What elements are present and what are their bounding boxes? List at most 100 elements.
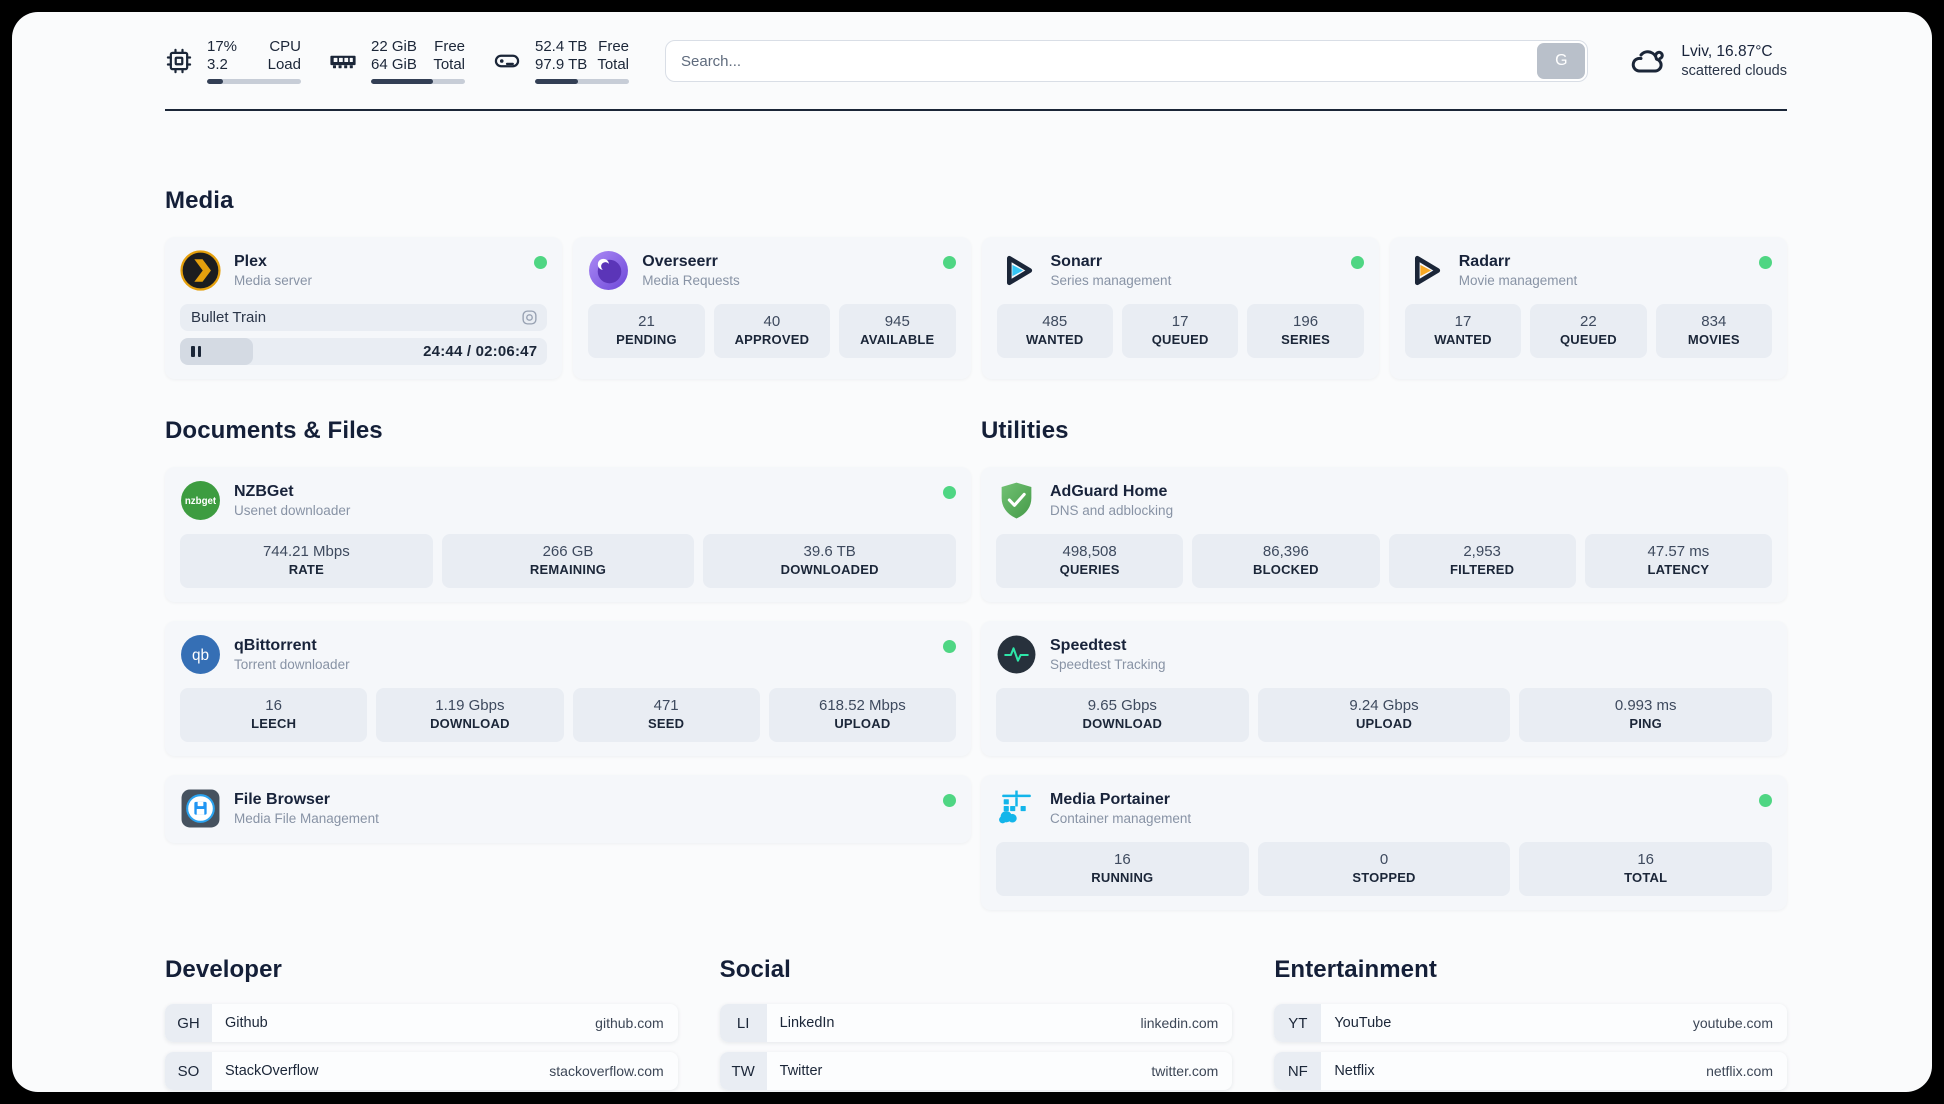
app-desc: Media Requests bbox=[642, 273, 740, 288]
stat-download: 9.65 Gbps DOWNLOAD bbox=[996, 688, 1249, 742]
app-name: Plex bbox=[234, 253, 267, 270]
stat-rate: 744.21 Mbps RATE bbox=[180, 534, 433, 588]
link-name: YouTube bbox=[1334, 1015, 1392, 1031]
app-desc: Torrent downloader bbox=[234, 657, 350, 672]
media-type-icon bbox=[522, 310, 537, 325]
now-playing-row: Bullet Train bbox=[180, 304, 548, 331]
app-desc: Media File Management bbox=[234, 811, 379, 826]
app-name: qBittorrent bbox=[234, 637, 317, 654]
app-name: NZBGet bbox=[234, 483, 294, 500]
disk-total-value: 97.9 TB bbox=[535, 56, 588, 73]
stat-queries: 498,508 QUERIES bbox=[996, 534, 1184, 588]
cloud-icon bbox=[1632, 50, 1665, 73]
status-dot bbox=[1759, 794, 1772, 807]
stat-upload: 9.24 Gbps UPLOAD bbox=[1257, 688, 1511, 742]
app-desc: Container management bbox=[1050, 811, 1192, 826]
status-dot bbox=[534, 256, 548, 269]
cpu-label: CPU bbox=[269, 38, 301, 55]
link-url: twitter.com bbox=[1151, 1063, 1219, 1079]
ram-icon bbox=[330, 55, 356, 69]
section-utilities: Utilities AdGuard Home DNS and adblockin… bbox=[981, 417, 1787, 910]
memory-stat: 22 GiB Free 64 GiB Total bbox=[329, 38, 465, 84]
app-card-adguard[interactable]: AdGuard Home DNS and adblocking 498,508 Q… bbox=[981, 467, 1787, 602]
app-card-sonarr[interactable]: Sonarr Series management 485 WANTED 17 QUE… bbox=[981, 237, 1379, 379]
search-engine-button[interactable]: G bbox=[1537, 43, 1586, 79]
cpu-icon bbox=[166, 48, 192, 74]
link-row-stackoverflow[interactable]: SO StackOverflow stackoverflow.com bbox=[165, 1052, 678, 1090]
disk-free-value: 52.4 TB bbox=[535, 38, 588, 55]
nzbget-icon: nzbget bbox=[181, 481, 220, 520]
memory-free-value: 22 GiB bbox=[371, 38, 417, 55]
svg-text:qb: qb bbox=[192, 647, 209, 664]
app-card-plex[interactable]: Plex Media server Bullet Train bbox=[165, 237, 563, 379]
pause-icon[interactable] bbox=[191, 346, 201, 357]
disk-stat: 52.4 TB Free 97.9 TB Total bbox=[493, 38, 629, 84]
link-badge: SO bbox=[165, 1052, 212, 1090]
top-bar: 17% CPU 3.2 Load 22 GiB Free 64 GiB Total bbox=[165, 12, 1787, 84]
link-badge: GH bbox=[165, 1004, 212, 1042]
app-card-nzbget[interactable]: nzbget NZBGet Usenet downloader 744.21 M… bbox=[165, 467, 971, 602]
weather-location-temp: Lviv, 16.87°C bbox=[1681, 42, 1773, 60]
radarr-icon bbox=[1414, 255, 1440, 286]
playback-time: 24:44 / 02:06:47 bbox=[423, 343, 538, 360]
disk-progress-bar bbox=[535, 79, 629, 84]
stat-stopped: 0 STOPPED bbox=[1257, 842, 1511, 896]
section-social: Social LI LinkedIn linkedin.com TW Twitt… bbox=[719, 956, 1233, 1092]
search-bar: G bbox=[665, 40, 1589, 82]
app-card-qbittorrent[interactable]: qb qBittorrent Torrent downloader 16 LEEC… bbox=[165, 621, 971, 756]
memory-free-label: Free bbox=[434, 38, 465, 55]
section-developer: Developer GH Github github.com SO StackO… bbox=[165, 956, 678, 1092]
link-badge: TW bbox=[719, 1052, 767, 1090]
stat-leech: 16 LEECH bbox=[180, 688, 368, 742]
section-entertainment: Entertainment YT YouTube youtube.com NF … bbox=[1274, 956, 1787, 1092]
cpu-stat: 17% CPU 3.2 Load bbox=[165, 38, 301, 84]
link-badge: NF bbox=[1274, 1052, 1322, 1090]
app-card-filebrowser[interactable]: File Browser Media File Management bbox=[165, 775, 971, 843]
app-card-radarr[interactable]: Radarr Movie management 17 WANTED 22 QUEUE… bbox=[1389, 237, 1787, 379]
link-url: github.com bbox=[595, 1015, 664, 1031]
app-card-speedtest[interactable]: Speedtest Speedtest Tracking 9.65 Gbps DO… bbox=[981, 621, 1787, 756]
cpu-load-value: 3.2 bbox=[207, 56, 228, 73]
memory-total-value: 64 GiB bbox=[371, 56, 417, 73]
header-divider bbox=[165, 109, 1787, 111]
stat-seed: 471 SEED bbox=[572, 688, 760, 742]
now-playing-title: Bullet Train bbox=[191, 309, 267, 326]
dashboard-page: 17% CPU 3.2 Load 22 GiB Free 64 GiB Total bbox=[12, 12, 1932, 1092]
link-name: Netflix bbox=[1334, 1063, 1375, 1079]
stat-queued: 22 QUEUED bbox=[1530, 304, 1647, 358]
search-input[interactable] bbox=[665, 40, 1589, 82]
link-row-twitter[interactable]: TW Twitter twitter.com bbox=[719, 1052, 1233, 1090]
app-name: Speedtest bbox=[1050, 637, 1127, 654]
stat-remaining: 266 GB REMAINING bbox=[441, 534, 695, 588]
section-title-social: Social bbox=[719, 956, 791, 983]
link-row-linkedin[interactable]: LI LinkedIn linkedin.com bbox=[719, 1004, 1233, 1042]
app-card-portainer[interactable]: Media Portainer Container management 16 R… bbox=[981, 775, 1787, 910]
status-dot bbox=[942, 256, 956, 269]
app-desc: Usenet downloader bbox=[234, 503, 351, 518]
stat-wanted: 17 WANTED bbox=[1404, 304, 1522, 358]
stat-pending: 21 PENDING bbox=[588, 304, 705, 358]
link-url: youtube.com bbox=[1692, 1015, 1773, 1031]
link-name: LinkedIn bbox=[779, 1015, 835, 1031]
stat-queued: 17 QUEUED bbox=[1121, 304, 1239, 358]
section-title-entertainment: Entertainment bbox=[1274, 956, 1437, 983]
link-row-youtube[interactable]: YT YouTube youtube.com bbox=[1274, 1004, 1787, 1042]
section-media: Media Plex Media server bbox=[165, 187, 1787, 379]
weather-condition: scattered clouds bbox=[1681, 62, 1787, 79]
stat-ping: 0.993 ms PING bbox=[1519, 688, 1773, 742]
stat-series: 196 SERIES bbox=[1247, 304, 1364, 358]
app-card-overseerr[interactable]: Overseerr Media Requests 21 PENDING 40 APP… bbox=[573, 237, 971, 379]
disk-icon bbox=[494, 54, 520, 68]
portainer-icon bbox=[999, 790, 1031, 824]
plex-icon bbox=[180, 250, 221, 291]
app-name: Media Portainer bbox=[1050, 791, 1171, 808]
stat-upload: 618.52 Mbps UPLOAD bbox=[768, 688, 956, 742]
app-name: Sonarr bbox=[1050, 253, 1103, 270]
link-row-github[interactable]: GH Github github.com bbox=[165, 1004, 678, 1042]
stat-downloaded: 39.6 TB DOWNLOADED bbox=[703, 534, 957, 588]
link-row-netflix[interactable]: NF Netflix netflix.com bbox=[1274, 1052, 1787, 1090]
link-badge: LI bbox=[719, 1004, 767, 1042]
playback-progress[interactable]: 24:44 / 02:06:47 bbox=[180, 338, 548, 365]
app-desc: Series management bbox=[1050, 273, 1172, 288]
stat-total: 16 TOTAL bbox=[1519, 842, 1773, 896]
